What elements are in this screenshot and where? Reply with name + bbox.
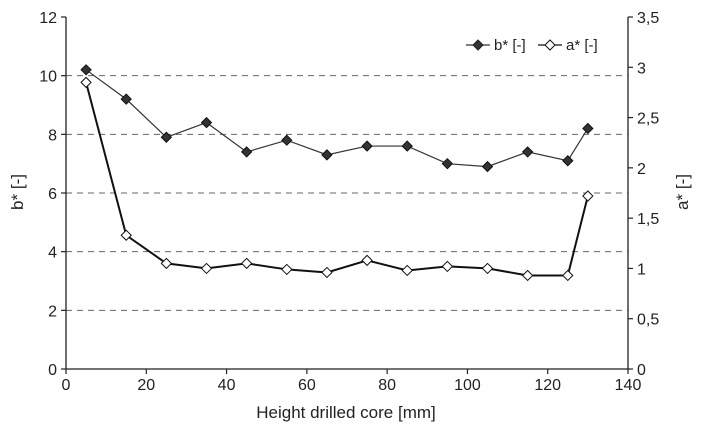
data-point-b [481,160,494,173]
data-point-b [120,93,132,105]
x-axis-title: Height drilled core [mm] [256,403,436,422]
legend-label-a: a* [-] [566,37,598,54]
data-point-a [562,269,574,282]
tick-labels: 0 20 40 60 80 100 120 14002468101200,511,522,53… [39,10,659,394]
y2-tick-label: 2 [637,161,646,178]
data-point-a [240,257,253,270]
legend-label-b: b* [-] [494,37,526,54]
y2-tick-label: 3 [637,60,646,77]
data-point-b [321,149,333,161]
data-point-a [401,264,413,277]
y2-axis-title: a* [-] [673,174,692,210]
legend: b* [-] a* [-] [466,37,598,54]
y2-tick-label: 3,5 [637,10,659,27]
data-point-b [80,64,92,76]
data-point-b [401,140,413,152]
y-tick-label: 8 [48,127,57,144]
data-point-b [441,157,454,170]
data-point-a [281,263,293,276]
y2-tick-label: 0 [637,362,646,379]
data-point-b [160,131,173,143]
y-tick-label: 2 [48,303,57,320]
data-point-b [582,122,594,135]
axes [61,16,633,374]
series [80,64,594,282]
gridlines [66,75,628,311]
x-tick-label: 20 [137,377,155,394]
y-tick-label: 10 [39,69,57,86]
x-tick-label: 80 [378,377,396,394]
data-point-a [80,76,92,89]
series-line-a [85,82,589,277]
x-tick-label: 0 [62,377,71,394]
data-point-b [200,116,213,129]
data-point-a [160,257,173,270]
legend-entry-b: b* [-] [466,37,526,54]
y2-tick-label: 1 [637,261,646,278]
y-tick-label: 4 [48,245,57,262]
y2-tick-label: 0,5 [637,312,659,329]
x-tick-label: 100 [454,377,481,394]
data-point-a [321,266,333,279]
series-line-b [85,69,589,168]
data-point-a [120,229,132,241]
y2-tick-label: 2,5 [637,111,659,128]
x-tick-label: 140 [615,377,642,394]
data-point-b [562,155,574,167]
y-tick-label: 12 [39,10,57,27]
data-point-a [582,190,594,202]
y-tick-label: 0 [48,362,57,379]
legend-entry-a: a* [-] [538,37,598,54]
x-tick-label: 40 [218,377,236,394]
data-point-a [361,254,373,267]
data-point-b [361,140,373,152]
data-point-a [521,269,534,282]
y2-tick-label: 1,5 [637,211,659,228]
data-point-a [481,262,494,275]
data-point-a [441,260,454,273]
data-point-a [200,262,213,275]
x-tick-label: 60 [298,377,316,394]
y-axis-title: b* [-] [8,174,27,210]
data-point-b [281,134,293,146]
data-point-b [240,146,253,158]
data-point-b [521,146,534,158]
x-tick-label: 120 [534,377,561,394]
y-tick-label: 6 [48,186,57,203]
